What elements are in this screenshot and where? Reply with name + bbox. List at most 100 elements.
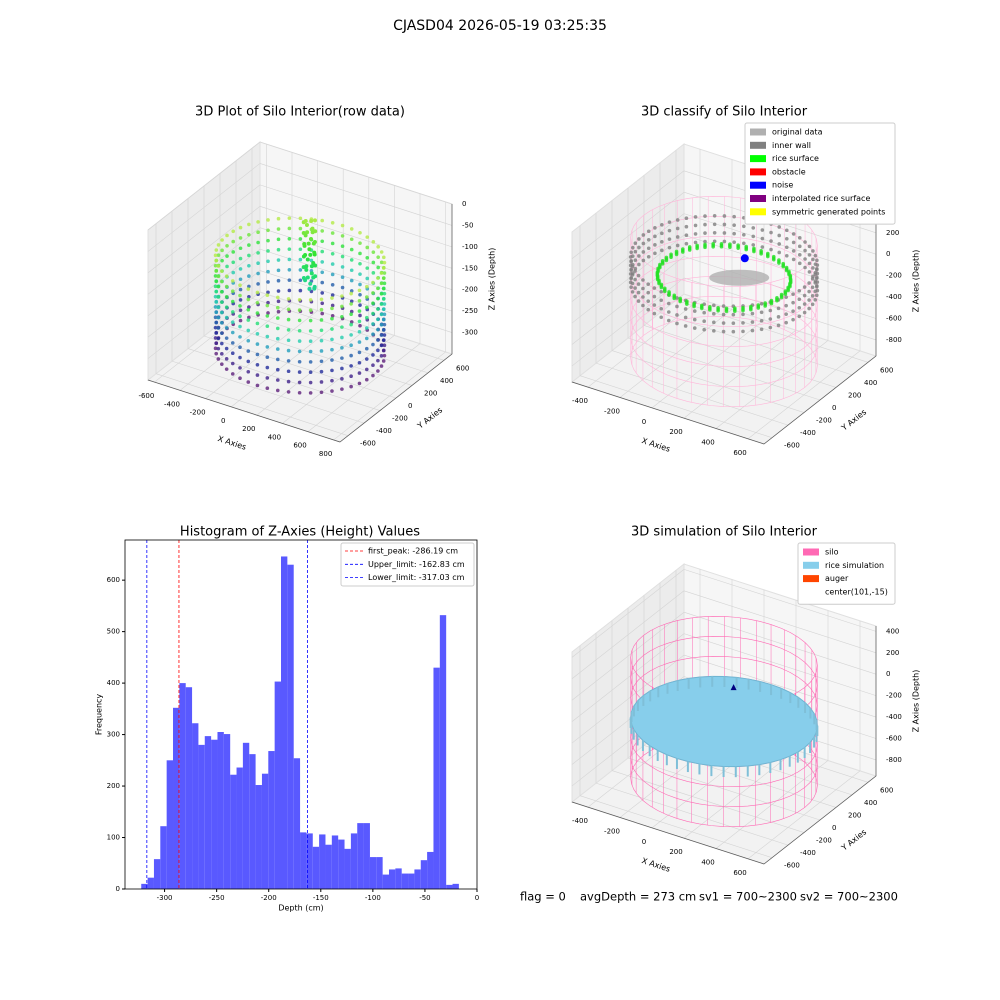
chart-title: 3D simulation of Silo Interior bbox=[631, 525, 818, 540]
point-cloud bbox=[646, 282, 651, 286]
point-cloud bbox=[308, 360, 313, 364]
point-cloud bbox=[214, 279, 219, 284]
bar bbox=[166, 760, 174, 889]
point-cloud bbox=[358, 323, 362, 328]
point-cloud bbox=[224, 346, 229, 351]
point-cloud bbox=[357, 371, 362, 375]
point-cloud bbox=[728, 242, 732, 246]
point-cloud bbox=[214, 289, 219, 294]
point-cloud bbox=[744, 244, 749, 249]
legend-swatch bbox=[750, 128, 766, 136]
point-cloud bbox=[330, 231, 335, 235]
point-cloud bbox=[379, 250, 384, 254]
legend-swatch bbox=[750, 195, 766, 202]
x-tick-label: 600 bbox=[733, 869, 746, 877]
point-cloud bbox=[256, 261, 260, 266]
point-cloud bbox=[693, 240, 698, 245]
point-cloud bbox=[777, 242, 782, 246]
point-cloud bbox=[759, 318, 764, 323]
point-cloud bbox=[722, 222, 727, 227]
point-cloud bbox=[330, 262, 335, 266]
point-cloud bbox=[653, 226, 657, 230]
point-cloud bbox=[712, 222, 717, 227]
point-cloud bbox=[307, 247, 312, 252]
grid-line bbox=[571, 569, 685, 658]
point-cloud bbox=[340, 335, 344, 340]
point-cloud bbox=[301, 231, 306, 236]
point-cloud bbox=[319, 297, 324, 302]
point-cloud bbox=[256, 271, 260, 276]
point-cloud bbox=[371, 260, 376, 265]
bar bbox=[427, 851, 434, 889]
grid-line bbox=[627, 337, 821, 401]
point-cloud bbox=[381, 266, 386, 270]
footer-flag: flag = 0 bbox=[520, 890, 566, 904]
point-cloud bbox=[255, 373, 260, 377]
point-cloud bbox=[787, 269, 791, 274]
point-cloud bbox=[376, 358, 380, 363]
point-cloud bbox=[286, 379, 291, 384]
y-axis-label: Frequency bbox=[95, 694, 104, 736]
point-cloud bbox=[652, 286, 657, 290]
point-cloud bbox=[797, 261, 802, 266]
point-cloud bbox=[349, 364, 353, 368]
bar bbox=[300, 832, 307, 889]
z-tick-label: -400 bbox=[886, 713, 902, 721]
x-tick-label: 400 bbox=[268, 433, 281, 441]
x-tick-label: -100 bbox=[365, 894, 381, 902]
point-cloud bbox=[308, 380, 313, 385]
chart-title: Histogram of Z-Axies (Height) Values bbox=[180, 525, 420, 540]
grid-line bbox=[571, 654, 685, 744]
bar bbox=[357, 823, 364, 889]
bar bbox=[452, 883, 459, 889]
point-cloud bbox=[266, 290, 270, 295]
point-cloud bbox=[349, 353, 353, 358]
point-cloud bbox=[213, 263, 218, 268]
point-cloud bbox=[769, 298, 774, 303]
point-cloud bbox=[797, 244, 802, 249]
z-tick-label: 200 bbox=[886, 229, 899, 237]
point-cloud bbox=[376, 245, 380, 249]
footer-depth: avgDepth = 273 cm bbox=[580, 890, 696, 904]
point-cloud bbox=[788, 277, 793, 282]
point-cloud bbox=[213, 284, 218, 289]
point-cloud bbox=[813, 253, 818, 258]
point-cloud bbox=[319, 328, 324, 333]
point-cloud bbox=[302, 241, 307, 246]
point-cloud bbox=[358, 261, 362, 266]
point-cloud bbox=[716, 306, 720, 310]
point-cloud bbox=[712, 213, 717, 218]
point-cloud bbox=[225, 254, 229, 258]
point-cloud bbox=[220, 238, 224, 242]
point-cloud bbox=[667, 290, 671, 294]
point-cloud bbox=[371, 301, 375, 306]
legend-label: Upper_limit: -162.83 cm bbox=[368, 560, 465, 569]
point-cloud bbox=[803, 240, 807, 244]
point-cloud bbox=[371, 271, 376, 275]
point-cloud bbox=[681, 247, 685, 251]
bar bbox=[420, 860, 428, 889]
z-tick-label: 0 bbox=[886, 670, 890, 678]
point-cloud bbox=[265, 345, 270, 349]
bar bbox=[433, 667, 440, 889]
point-cloud bbox=[379, 353, 384, 358]
point-cloud bbox=[364, 326, 369, 330]
point-cloud bbox=[266, 269, 270, 274]
point-cloud bbox=[216, 357, 221, 361]
point-cloud bbox=[309, 218, 314, 223]
z-tick-label: -200 bbox=[886, 272, 902, 280]
point-cloud bbox=[732, 214, 736, 219]
point-cloud bbox=[811, 257, 815, 262]
point-cloud bbox=[364, 305, 369, 310]
point-cloud bbox=[309, 271, 314, 276]
point-cloud bbox=[330, 296, 334, 300]
grid-line bbox=[683, 611, 877, 675]
point-cloud bbox=[220, 290, 224, 294]
point-cloud bbox=[711, 242, 715, 246]
bar bbox=[274, 681, 282, 889]
point-cloud bbox=[213, 305, 218, 309]
point-cloud bbox=[703, 239, 707, 244]
point-cloud bbox=[320, 239, 325, 244]
point-cloud bbox=[286, 297, 291, 301]
point-cloud bbox=[340, 356, 344, 360]
